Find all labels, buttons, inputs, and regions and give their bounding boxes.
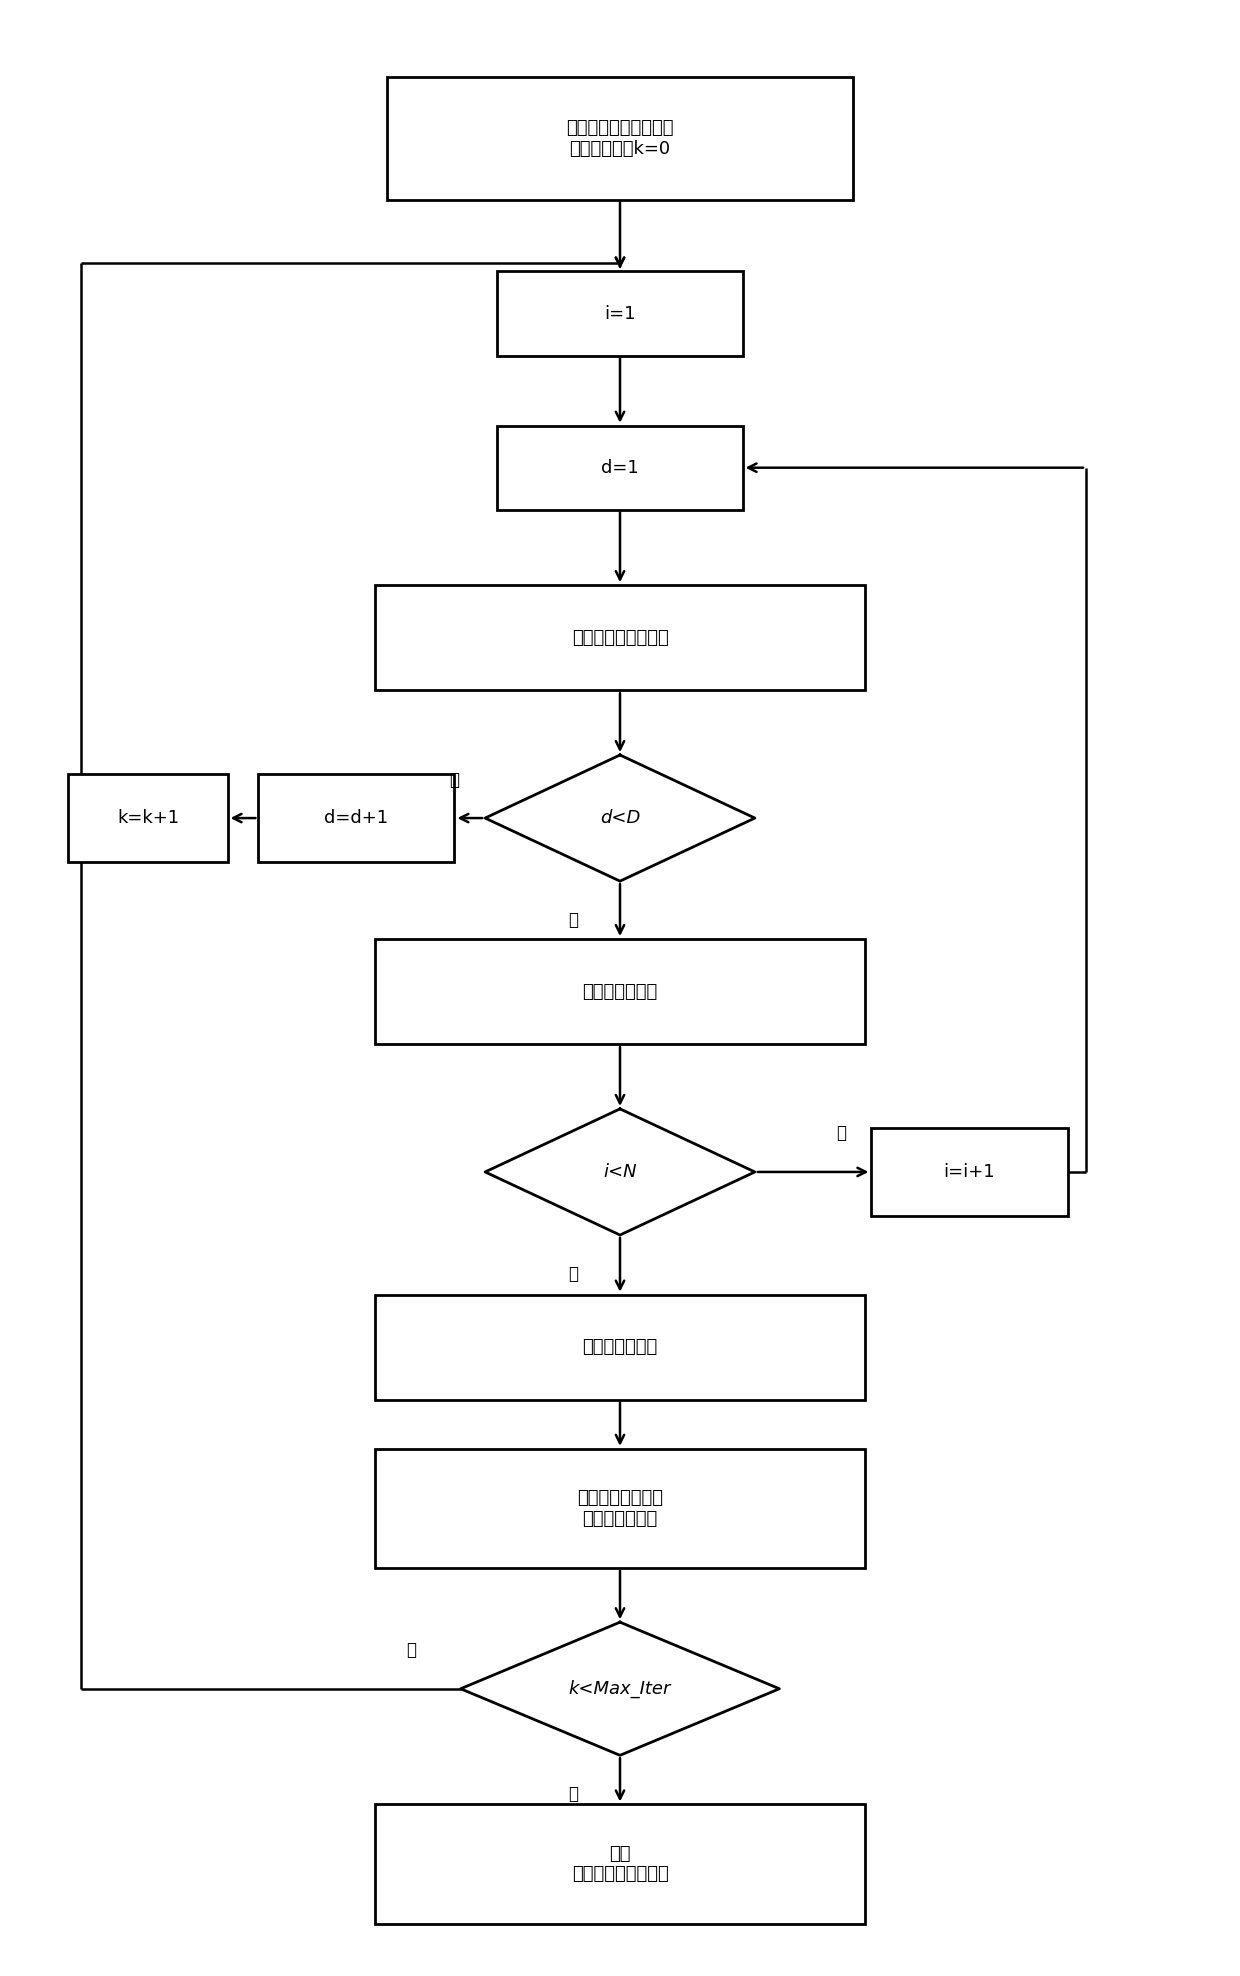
Polygon shape <box>460 1622 780 1755</box>
FancyBboxPatch shape <box>374 1804 866 1923</box>
Polygon shape <box>485 755 755 881</box>
Text: 否: 否 <box>568 911 578 929</box>
FancyBboxPatch shape <box>374 1294 866 1399</box>
FancyBboxPatch shape <box>497 425 743 510</box>
Text: 是: 是 <box>407 1642 417 1660</box>
Text: 基于自然选择更新
粒子速度、位置: 基于自然选择更新 粒子速度、位置 <box>577 1488 663 1527</box>
Text: 是: 是 <box>449 771 460 788</box>
Text: 结束
输出最优解、最优值: 结束 输出最优解、最优值 <box>572 1844 668 1883</box>
FancyBboxPatch shape <box>872 1128 1068 1215</box>
Text: i=1: i=1 <box>604 304 636 322</box>
Text: i=i+1: i=i+1 <box>944 1164 996 1182</box>
Text: i<N: i<N <box>603 1164 637 1182</box>
Text: k=k+1: k=k+1 <box>117 808 179 828</box>
Text: d<D: d<D <box>600 808 640 828</box>
FancyBboxPatch shape <box>374 585 866 690</box>
Text: 是: 是 <box>836 1124 846 1142</box>
FancyBboxPatch shape <box>258 775 455 862</box>
Text: d=d+1: d=d+1 <box>325 808 388 828</box>
FancyBboxPatch shape <box>497 271 743 356</box>
Polygon shape <box>485 1109 755 1235</box>
FancyBboxPatch shape <box>374 939 866 1043</box>
Text: 否: 否 <box>568 1784 578 1802</box>
Text: 否: 否 <box>568 1265 578 1282</box>
FancyBboxPatch shape <box>68 775 228 862</box>
Text: 随机初始化速度、位置
设置迭代次数k=0: 随机初始化速度、位置 设置迭代次数k=0 <box>567 119 673 158</box>
Text: 更新全局最优值: 更新全局最优值 <box>583 1338 657 1356</box>
Text: 更新粒子速度、位置: 更新粒子速度、位置 <box>572 628 668 646</box>
FancyBboxPatch shape <box>374 1448 866 1567</box>
Text: 更新局部最优值: 更新局部最优值 <box>583 982 657 1000</box>
Text: k<Max_Iter: k<Max_Iter <box>569 1680 671 1697</box>
Text: d=1: d=1 <box>601 458 639 476</box>
FancyBboxPatch shape <box>387 77 853 200</box>
